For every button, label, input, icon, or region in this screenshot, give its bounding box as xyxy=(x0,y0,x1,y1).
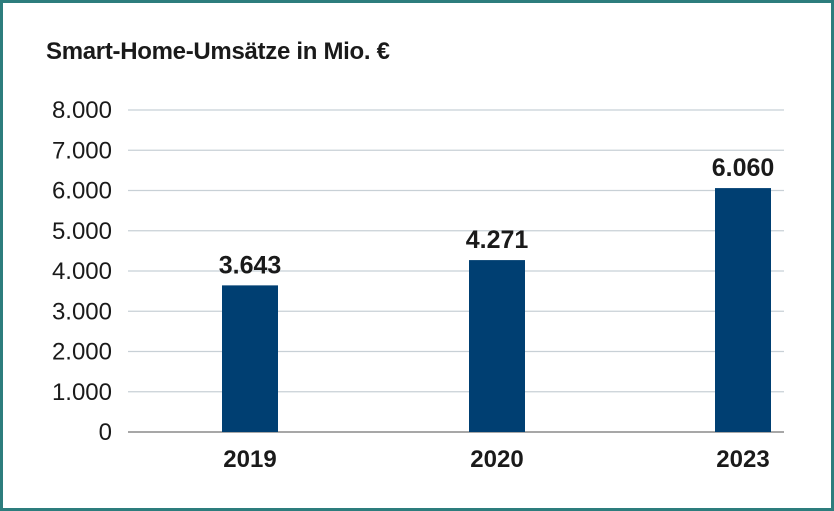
y-tick-label: 7.000 xyxy=(52,137,112,164)
data-label-2020: 4.271 xyxy=(466,226,529,254)
x-tick-label: 2019 xyxy=(223,446,276,473)
bar-2023 xyxy=(715,188,771,432)
y-axis-ticks: 0 1.000 2.000 3.000 4.000 5.000 6.000 7.000 8.00… xyxy=(52,97,112,446)
x-tick-label: 2020 xyxy=(470,446,523,473)
bar-2020 xyxy=(469,260,525,432)
x-axis-ticks: 2019 2020 2023 xyxy=(223,446,769,473)
bar-2019 xyxy=(222,285,278,432)
data-label-2019: 3.643 xyxy=(219,251,282,279)
y-tick-label: 1.000 xyxy=(52,379,112,406)
x-tick-label: 2023 xyxy=(716,446,769,473)
data-label-2023: 6.060 xyxy=(712,154,775,182)
y-tick-label: 3.000 xyxy=(52,298,112,325)
y-tick-label: 0 xyxy=(99,419,112,446)
data-labels: 3.643 4.271 6.060 xyxy=(219,154,775,279)
y-tick-label: 6.000 xyxy=(52,178,112,205)
y-tick-label: 2.000 xyxy=(52,339,112,366)
y-tick-label: 4.000 xyxy=(52,258,112,285)
chart-title: Smart-Home-Umsätze in Mio. € xyxy=(46,38,390,65)
bars xyxy=(222,188,771,432)
y-tick-label: 8.000 xyxy=(52,97,112,124)
y-tick-label: 5.000 xyxy=(52,218,112,245)
